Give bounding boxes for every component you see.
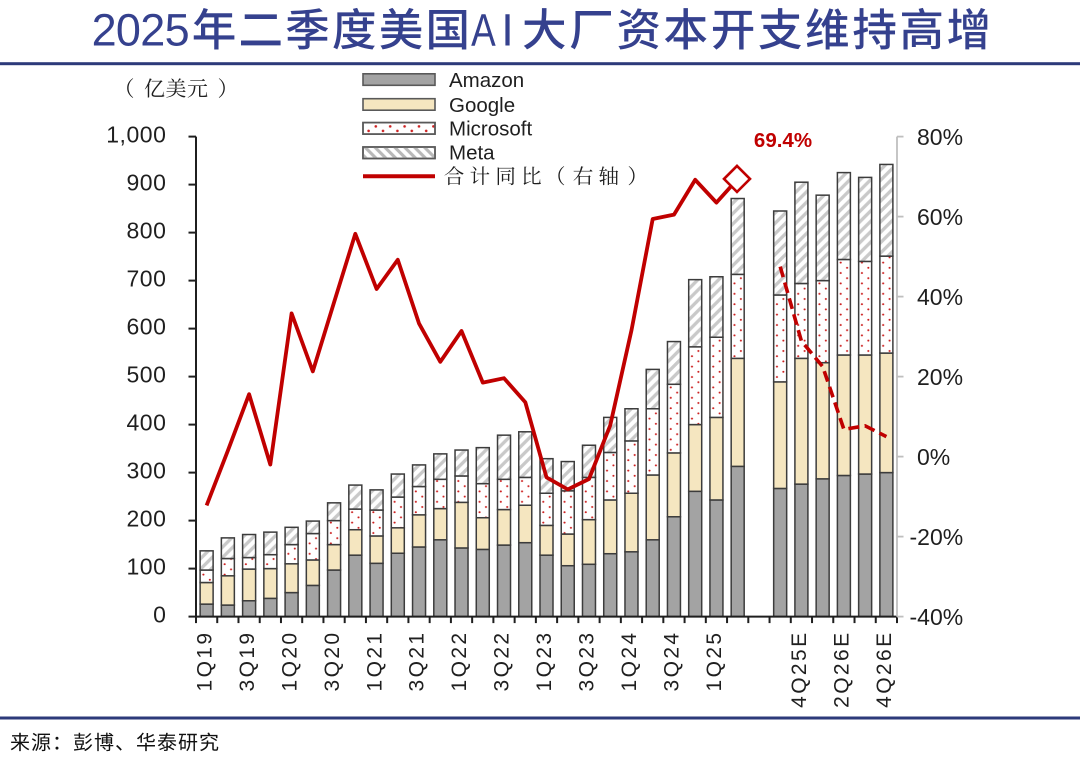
- svg-text:Google: Google: [449, 94, 515, 117]
- svg-text:4Q25E: 4Q25E: [788, 631, 811, 708]
- svg-text:500: 500: [126, 362, 166, 388]
- svg-text:Microsoft: Microsoft: [449, 118, 532, 141]
- svg-text:-20%: -20%: [910, 524, 964, 550]
- svg-text:80%: 80%: [917, 124, 963, 150]
- svg-text:1Q21: 1Q21: [363, 631, 386, 692]
- svg-text:1,000: 1,000: [106, 122, 166, 148]
- svg-text:Meta: Meta: [449, 142, 495, 165]
- svg-text:700: 700: [126, 266, 166, 292]
- svg-text:Amazon: Amazon: [449, 69, 524, 92]
- svg-text:1Q25: 1Q25: [703, 631, 726, 692]
- svg-text:40%: 40%: [917, 284, 963, 310]
- svg-text:400: 400: [126, 410, 166, 436]
- svg-text:900: 900: [126, 170, 166, 196]
- svg-text:2025: 2025: [92, 5, 189, 56]
- svg-text:0%: 0%: [917, 444, 950, 470]
- svg-text:0: 0: [153, 602, 166, 628]
- svg-text:3Q19: 3Q19: [236, 631, 259, 692]
- svg-text:800: 800: [126, 218, 166, 244]
- svg-text:I: I: [501, 5, 514, 56]
- svg-text:3Q21: 3Q21: [406, 631, 429, 692]
- svg-text:3Q23: 3Q23: [576, 631, 599, 692]
- svg-text:300: 300: [126, 458, 166, 484]
- svg-text:100: 100: [126, 554, 166, 580]
- svg-text:60%: 60%: [917, 204, 963, 230]
- svg-text:3Q22: 3Q22: [491, 631, 514, 692]
- svg-text:-40%: -40%: [910, 604, 964, 630]
- svg-text:A: A: [471, 5, 496, 55]
- svg-text:69.4%: 69.4%: [754, 129, 812, 152]
- svg-text:2Q26E: 2Q26E: [831, 631, 854, 708]
- svg-text:1Q24: 1Q24: [618, 631, 641, 692]
- svg-text:4Q26E: 4Q26E: [873, 631, 896, 708]
- svg-text:3Q24: 3Q24: [661, 631, 684, 692]
- svg-text:1Q23: 1Q23: [533, 631, 556, 692]
- svg-text:3Q20: 3Q20: [321, 631, 344, 692]
- svg-text:1Q19: 1Q19: [193, 631, 216, 692]
- svg-text:20%: 20%: [917, 364, 963, 390]
- svg-text:1Q20: 1Q20: [278, 631, 301, 692]
- svg-text:200: 200: [126, 506, 166, 532]
- svg-text:1Q22: 1Q22: [448, 631, 471, 692]
- svg-text:600: 600: [126, 314, 166, 340]
